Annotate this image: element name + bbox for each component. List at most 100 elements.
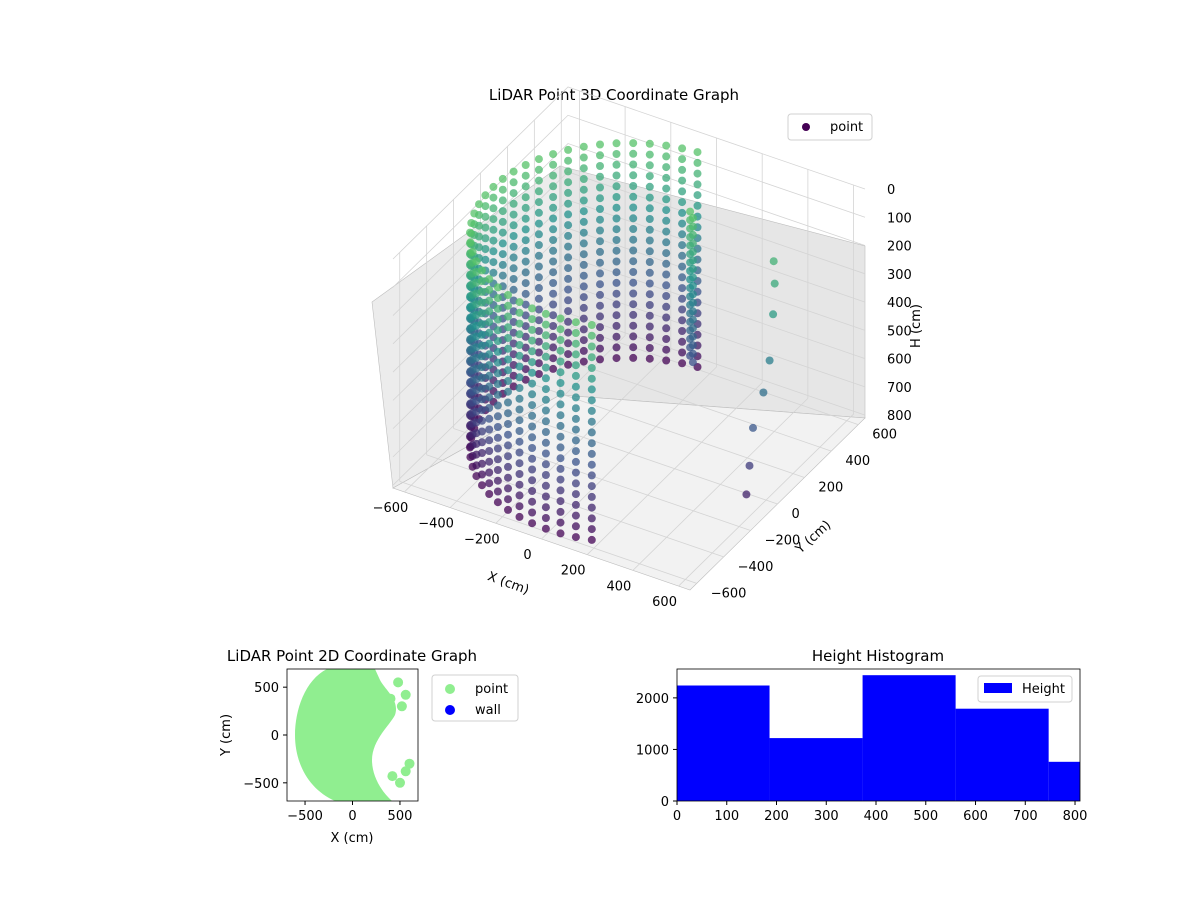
point-3d [485,468,494,477]
point-3d [662,195,671,204]
point-3d [693,180,702,189]
point-3d [509,264,518,273]
point-3d [534,284,543,292]
point-3d [521,171,530,180]
point-3d [466,228,474,237]
point-3d [467,219,476,227]
point-3d [571,522,580,531]
x-tick-label-3d: 600 [652,595,677,610]
point-3d [478,309,486,318]
x-tick-label-3d: −600 [373,501,409,516]
point-3d [564,242,573,251]
point-3d [515,330,524,339]
point-3d [579,207,588,216]
y-tick-label-3d: −200 [765,533,801,548]
point-3d [534,241,543,249]
point-3d [521,182,530,191]
point-3d [556,346,565,355]
point-3d [645,225,654,234]
point-3d [504,291,512,299]
legend-marker-wall [445,705,455,715]
y-tick-label-3d: 0 [792,507,800,522]
point-3d [478,266,486,275]
point-3d [521,268,530,277]
point-3d [571,382,580,391]
point-3d [549,171,558,180]
point-3d [549,300,558,309]
point-3d [678,241,687,250]
point-3d [612,139,621,148]
point-3d [564,274,573,283]
z-tick-label-3d: 400 [887,296,912,311]
point-3d [745,461,754,470]
point-3d [629,257,638,266]
point-3d [541,417,550,426]
point-3d [645,333,654,342]
point-3d [678,316,687,325]
legend-box [787,113,873,141]
point-3d [478,277,486,286]
point-3d [645,172,654,181]
point-3d [662,259,671,268]
point-3d [688,358,697,367]
point-3d [662,238,671,247]
point-3d [498,250,507,259]
point-3d [556,432,565,441]
point-3d [541,331,550,340]
point-3d [678,198,687,207]
point-3d [528,315,537,324]
point-3d [556,379,565,387]
point-3d [579,336,588,345]
point-3d [678,251,687,260]
y-tick-label-hist: 1000 [636,743,669,758]
point-3d [515,308,524,317]
point-3d [629,214,638,223]
x-tick-label-hist: 100 [714,809,739,824]
point-3d [564,145,573,154]
point-3d [629,235,638,244]
point-3d [596,151,604,160]
point-3d [688,214,697,222]
point-3d [528,519,537,528]
point-3d [515,427,524,435]
point-3d [509,178,518,187]
chart-3d-title: LiDAR Point 3D Coordinate Graph [489,86,739,104]
point-3d [564,350,573,359]
point-3d [693,158,702,167]
point-3d [534,251,543,260]
point-3d [579,271,588,280]
x-tick-label-hist: 500 [913,809,938,824]
point-3d [549,236,558,244]
point-3d [678,359,687,368]
point-3d [493,412,502,421]
point-3d [579,250,588,259]
point-3d [485,425,494,434]
point-3d [662,281,671,290]
point-3d [769,257,778,266]
point-3d [693,148,702,157]
point-3d [571,339,580,348]
point-3d [493,455,502,464]
point-3d [688,315,697,324]
histogram-bars [677,675,1080,801]
point-3d [556,421,565,430]
point-3d [662,302,671,311]
point-3d [587,342,596,351]
point-3d [481,191,490,200]
point-3d [485,328,494,337]
legend-label-wall: wall [475,703,501,718]
point-3d [662,184,671,193]
point-3d [478,395,486,404]
point-3d [645,161,654,170]
point-3d [485,393,494,402]
point-3d [556,336,565,344]
point-3d [504,312,512,321]
point-3d [693,191,702,200]
point-3d [485,414,494,423]
point-3d [509,199,518,208]
point-3d [478,287,486,296]
x-tick-label-hist: 800 [1063,809,1088,824]
point-3d [485,275,494,284]
point-3d [587,471,596,480]
point-3d [596,226,604,235]
